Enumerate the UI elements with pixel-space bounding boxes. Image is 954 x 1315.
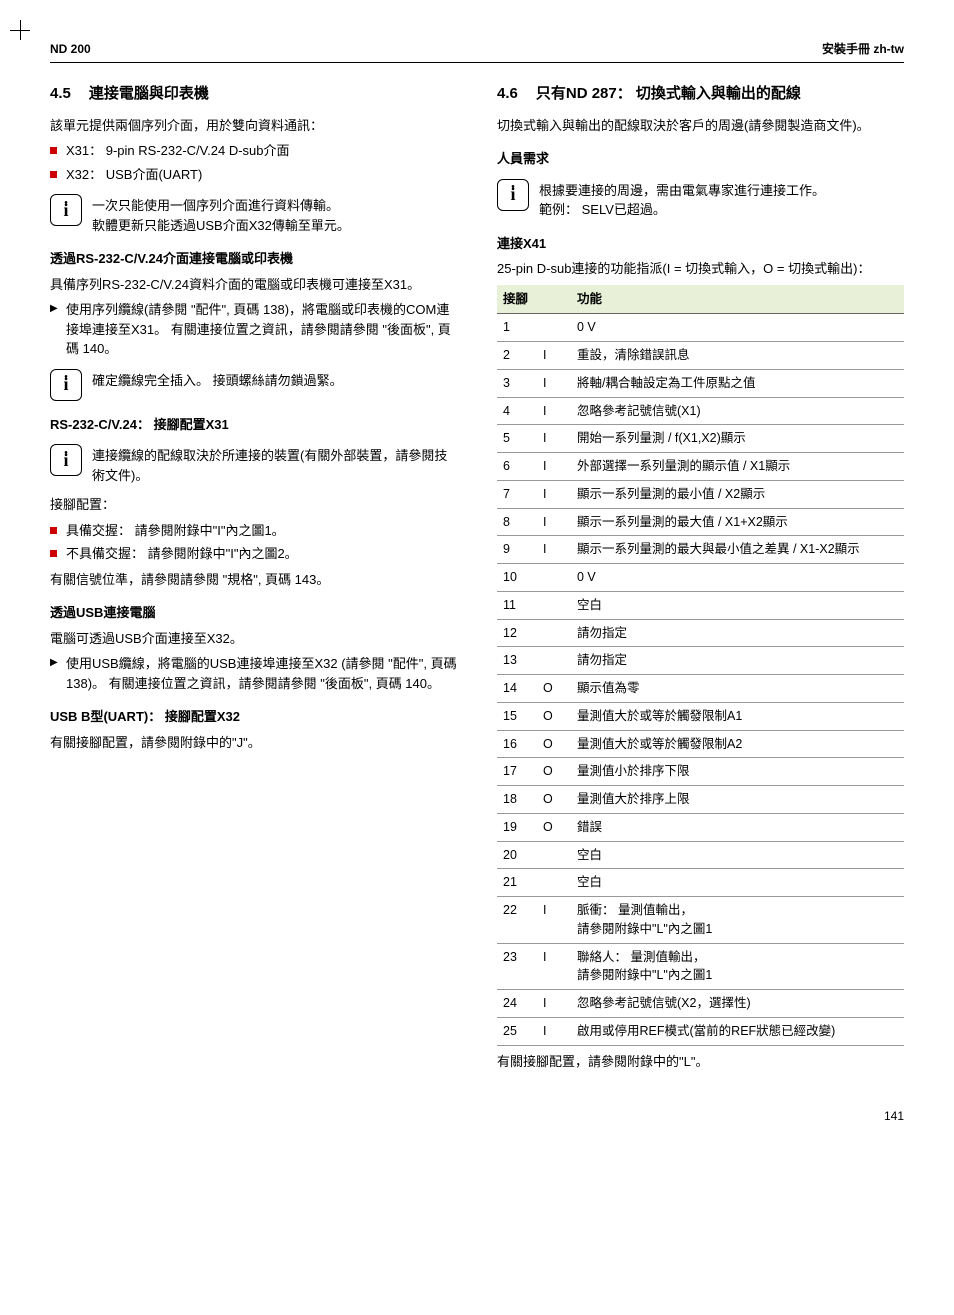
page-header: ND 200 安裝手冊 zh-tw xyxy=(50,40,904,63)
table-row: 20空白 xyxy=(497,841,904,869)
x32-pin-heading: USB B型(UART)： 接腳配置X32 xyxy=(50,707,457,727)
info-box: i 確定纜線完全插入。 接頭螺絲請勿鎖過緊。 xyxy=(50,369,457,401)
step-item: 使用序列纜線(請參閱 "配件", 頁碼 138)，將電腦或印表機的COM連接埠連… xyxy=(50,300,457,359)
usb-heading: 透過USB連接電腦 xyxy=(50,603,457,623)
table-row: 13請勿指定 xyxy=(497,647,904,675)
list-item: X31： 9-pin RS-232-C/V.24 D-sub介面 xyxy=(50,141,457,161)
info-icon: i xyxy=(497,179,529,211)
body-text: 電腦可透過USB介面連接至X32。 xyxy=(50,629,457,649)
table-row: 17O量測值小於排序下限 xyxy=(497,758,904,786)
pin-table: 接腳 功能 10 V2I重設，清除錯誤訊息3I將軸/耦合軸設定為工件原點之值4I… xyxy=(497,285,904,1046)
right-column: 4.6只有ND 287： 切換式輸入與輸出的配線 切換式輸入與輸出的配線取決於客… xyxy=(497,83,904,1077)
crop-mark xyxy=(10,20,30,40)
info-icon: i xyxy=(50,194,82,226)
info-box: i 根據要連接的周邊，需由電氣專家進行連接工作。 範例： SELV已超過。 xyxy=(497,179,904,220)
body-text: 切換式輸入與輸出的配線取決於客戶的周邊(請參閱製造商文件)。 xyxy=(497,116,904,136)
left-column: 4.5連接電腦與印表機 該單元提供兩個序列介面，用於雙向資料通訊： X31： 9… xyxy=(50,83,457,1077)
table-row: 12請勿指定 xyxy=(497,619,904,647)
table-row: 7I顯示一系列量測的最小值 / X2顯示 xyxy=(497,480,904,508)
x41-heading: 連接X41 xyxy=(497,234,904,254)
body-text: 具備序列RS-232-C/V.24資料介面的電腦或印表機可連接至X31。 xyxy=(50,275,457,295)
rs232-heading: 透過RS-232-C/V.24介面連接電腦或印表機 xyxy=(50,249,457,269)
table-row: 15O量測值大於或等於觸發限制A1 xyxy=(497,702,904,730)
body-text: 有關接腳配置，請參閱附錄中的"L"。 xyxy=(497,1052,904,1072)
info-icon: i xyxy=(50,369,82,401)
th-pin: 接腳 xyxy=(497,285,571,314)
table-row: 3I將軸/耦合軸設定為工件原點之值 xyxy=(497,369,904,397)
th-func: 功能 xyxy=(571,285,904,314)
table-row: 25I啟用或停用REF模式(當前的REF狀態已經改變) xyxy=(497,1017,904,1045)
table-row: 2I重設，清除錯誤訊息 xyxy=(497,342,904,370)
step-item: 使用USB纜線，將電腦的USB連接埠連接至X32 (請參閱 "配件", 頁碼 1… xyxy=(50,654,457,693)
table-row: 4I忽略參考記號信號(X1) xyxy=(497,397,904,425)
info-icon: i xyxy=(50,444,82,476)
header-right: 安裝手冊 zh-tw xyxy=(822,40,904,58)
info-box: i 一次只能使用一個序列介面進行資料傳輸。 軟體更新只能透過USB介面X32傳輸… xyxy=(50,194,457,235)
table-row: 16O量測值大於或等於觸發限制A2 xyxy=(497,730,904,758)
page-number: 141 xyxy=(50,1107,904,1125)
header-left: ND 200 xyxy=(50,40,91,58)
table-row: 10 V xyxy=(497,314,904,342)
section-4-6-heading: 4.6只有ND 287： 切換式輸入與輸出的配線 xyxy=(497,83,904,106)
body-text: 有關信號位準，請參閱請參閱 "規格", 頁碼 143。 xyxy=(50,570,457,590)
body-text: 25-pin D-sub連接的功能指派(I = 切換式輸入，O = 切換式輸出)… xyxy=(497,259,904,279)
table-row: 21空白 xyxy=(497,869,904,897)
table-row: 100 V xyxy=(497,564,904,592)
list-item: X32： USB介面(UART) xyxy=(50,165,457,185)
table-row: 18O量測值大於排序上限 xyxy=(497,786,904,814)
handshake-list: 具備交握： 請參閱附錄中"I"內之圖1。 不具備交握： 請參閱附錄中"I"內之圖… xyxy=(50,521,457,564)
intro-text: 該單元提供兩個序列介面，用於雙向資料通訊： xyxy=(50,116,457,136)
table-row: 23I聯絡人： 量測值輸出， 請參閱附錄中"L"內之圖1 xyxy=(497,943,904,990)
interface-list: X31： 9-pin RS-232-C/V.24 D-sub介面 X32： US… xyxy=(50,141,457,184)
table-row: 19O錯誤 xyxy=(497,813,904,841)
table-row: 8I顯示一系列量測的最大值 / X1+X2顯示 xyxy=(497,508,904,536)
table-row: 5I開始一系列量測 / f(X1,X2)顯示 xyxy=(497,425,904,453)
body-text: 有關接腳配置，請參閱附錄中的"J"。 xyxy=(50,733,457,753)
table-row: 14O顯示值為零 xyxy=(497,675,904,703)
list-item: 具備交握： 請參閱附錄中"I"內之圖1。 xyxy=(50,521,457,541)
x31-pin-heading: RS-232-C/V.24： 接腳配置X31 xyxy=(50,415,457,435)
table-row: 9I顯示一系列量測的最大與最小值之差異 / X1-X2顯示 xyxy=(497,536,904,564)
list-item: 不具備交握： 請參閱附錄中"I"內之圖2。 xyxy=(50,544,457,564)
table-row: 22I脈衝： 量測值輸出， 請參閱附錄中"L"內之圖1 xyxy=(497,897,904,944)
info-box: i 連接纜線的配線取決於所連接的裝置(有關外部裝置，請參閱技術文件)。 xyxy=(50,444,457,485)
table-row: 11空白 xyxy=(497,591,904,619)
personnel-heading: 人員需求 xyxy=(497,149,904,169)
section-4-5-heading: 4.5連接電腦與印表機 xyxy=(50,83,457,106)
body-text: 接腳配置： xyxy=(50,495,457,515)
table-row: 24I忽略參考記號信號(X2，選擇性) xyxy=(497,990,904,1018)
table-row: 6I外部選擇一系列量測的顯示值 / X1顯示 xyxy=(497,453,904,481)
